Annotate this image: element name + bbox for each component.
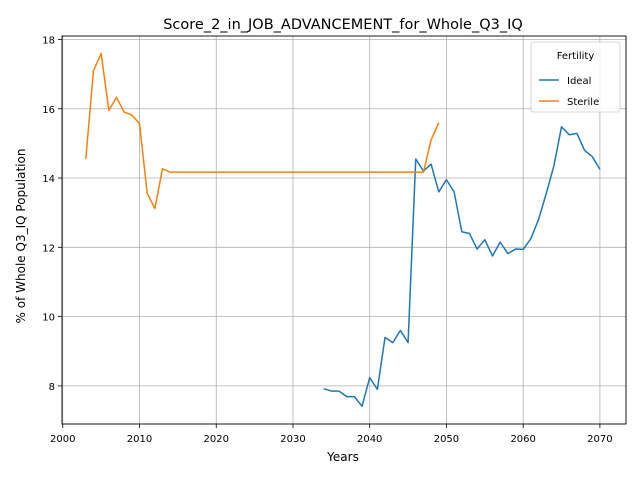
x-tick-label: 2060 — [510, 434, 535, 445]
x-axis-ticks: 2000 2010 2020 2030 2040 2050 2060 2070 — [50, 424, 613, 445]
legend-label-sterile: Sterile — [567, 97, 599, 108]
legend: Fertility Ideal Sterile — [530, 41, 621, 113]
legend-title: Fertility — [557, 51, 595, 62]
x-tick-label: 2000 — [50, 434, 75, 445]
x-tick-label: 2040 — [357, 434, 382, 445]
y-tick-label: 18 — [42, 35, 55, 46]
y-axis-ticks: 8 10 12 14 16 18 — [42, 35, 62, 393]
x-tick-label: 2020 — [204, 434, 229, 445]
x-tick-label: 2010 — [127, 434, 152, 445]
legend-label-ideal: Ideal — [567, 76, 591, 87]
x-tick-label: 2050 — [434, 434, 459, 445]
series-lines — [85, 52, 601, 408]
y-tick-label: 14 — [42, 174, 55, 185]
y-axis-label: % of Whole Q3_IQ Population — [14, 149, 28, 324]
series-line-sterile — [85, 52, 440, 210]
chart-title: Score_2_in_JOB_ADVANCEMENT_for_Whole_Q3_… — [163, 17, 523, 33]
y-tick-label: 12 — [42, 243, 55, 254]
y-tick-label: 10 — [42, 313, 55, 324]
legend-box — [530, 41, 621, 113]
x-tick-label: 2030 — [280, 434, 305, 445]
series-line-ideal — [323, 126, 601, 408]
y-tick-label: 8 — [49, 382, 55, 393]
x-axis-label: Years — [326, 450, 359, 464]
y-tick-label: 16 — [42, 105, 55, 116]
x-tick-label: 2070 — [587, 434, 612, 445]
plot-frame — [61, 35, 627, 425]
